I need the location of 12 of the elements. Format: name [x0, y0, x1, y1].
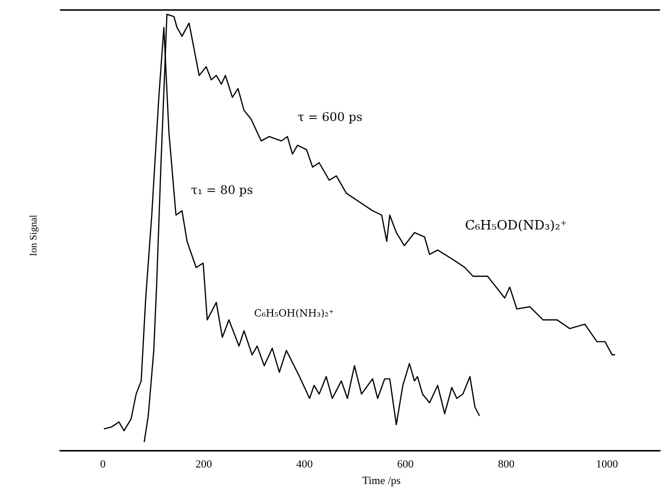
x-tick-label: 200 — [195, 458, 212, 470]
x-tick-label: 400 — [296, 458, 314, 470]
x-tick-label: 600 — [397, 458, 414, 470]
series-label: C₆H₅OH(NH₃)₂⁺ — [254, 308, 334, 320]
x-tick-label: 1000 — [596, 458, 619, 470]
annotation: τ₁ = 80 ps — [190, 182, 254, 197]
annotation: τ = 600 ps — [298, 110, 362, 124]
x-tick-label: 0 — [100, 458, 106, 470]
x-axis-title: Time /ps — [361, 475, 402, 487]
x-tick-label: 800 — [498, 458, 515, 470]
y-axis-title: Ion Signal — [28, 214, 40, 258]
text: C₆H₅OD(ND₃)₂⁺ — [464, 218, 568, 234]
